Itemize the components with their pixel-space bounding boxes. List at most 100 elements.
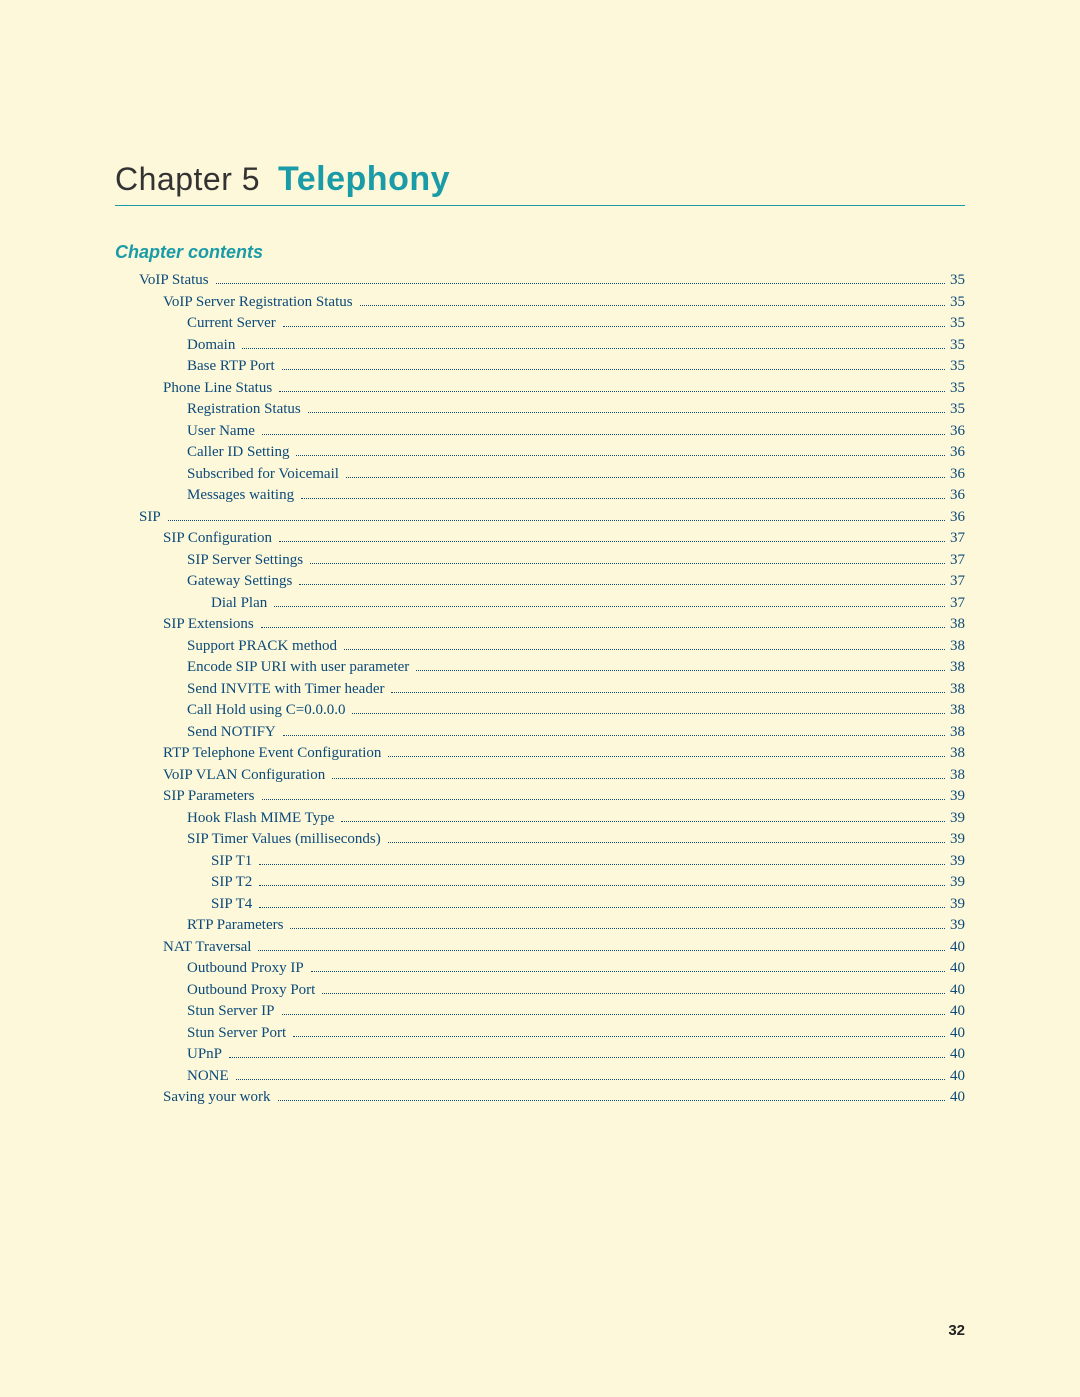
toc-leader-dots: [293, 1036, 945, 1037]
toc-label: Call Hold using C=0.0.0.0: [187, 703, 349, 718]
toc-label: Domain: [187, 338, 239, 353]
toc-leader-dots: [283, 326, 945, 327]
toc-label: User Name: [187, 424, 259, 439]
toc-page-number: 40: [948, 1026, 965, 1041]
toc-entry[interactable]: VoIP Server Registration Status 35: [163, 295, 965, 310]
toc-entry[interactable]: SIP Timer Values (milliseconds) 39: [187, 832, 965, 847]
toc-entry[interactable]: SIP Parameters 39: [163, 789, 965, 804]
toc-leader-dots: [216, 283, 945, 284]
toc-entry[interactable]: SIP T1 39: [211, 854, 965, 869]
toc-entry[interactable]: Send INVITE with Timer header 38: [187, 682, 965, 697]
toc-entry[interactable]: VoIP VLAN Configuration 38: [163, 768, 965, 783]
toc-page-number: 40: [948, 1004, 965, 1019]
toc-page-number: 35: [948, 338, 965, 353]
toc-label: Gateway Settings: [187, 574, 296, 589]
toc-page-number: 36: [948, 488, 965, 503]
toc-page-number: 39: [948, 832, 965, 847]
toc-label: Current Server: [187, 316, 280, 331]
toc-label: Outbound Proxy Port: [187, 983, 319, 998]
toc-page-number: 40: [948, 1069, 965, 1084]
toc-leader-dots: [308, 412, 945, 413]
toc-label: Phone Line Status: [163, 381, 276, 396]
page-number: 32: [948, 1322, 965, 1339]
toc-entry[interactable]: Messages waiting 36: [187, 488, 965, 503]
toc-label: Hook Flash MIME Type: [187, 811, 338, 826]
toc-entry[interactable]: Gateway Settings 37: [187, 574, 965, 589]
toc-leader-dots: [282, 1014, 946, 1015]
toc-label: RTP Telephone Event Configuration: [163, 746, 385, 761]
toc-leader-dots: [360, 305, 945, 306]
toc-entry[interactable]: Call Hold using C=0.0.0.0 38: [187, 703, 965, 718]
toc-page-number: 38: [948, 682, 965, 697]
chapter-header: Chapter 5 Telephony: [115, 160, 965, 206]
toc-entry[interactable]: NAT Traversal 40: [163, 940, 965, 955]
toc-page-number: 37: [948, 574, 965, 589]
toc-page-number: 35: [948, 359, 965, 374]
toc-page-number: 39: [948, 918, 965, 933]
toc-label: SIP T4: [211, 897, 256, 912]
toc-page-number: 36: [948, 510, 965, 525]
toc-entry[interactable]: Caller ID Setting 36: [187, 445, 965, 460]
toc-page-number: 38: [948, 660, 965, 675]
toc-leader-dots: [261, 627, 945, 628]
toc-entry[interactable]: UPnP 40: [187, 1047, 965, 1062]
toc-entry[interactable]: Outbound Proxy IP 40: [187, 961, 965, 976]
toc-entry[interactable]: Registration Status 35: [187, 402, 965, 417]
table-of-contents: VoIP Status 35 VoIP Server Registration S…: [115, 273, 965, 1105]
toc-entry[interactable]: User Name 36: [187, 424, 965, 439]
toc-label: UPnP: [187, 1047, 226, 1062]
toc-entry[interactable]: Outbound Proxy Port 40: [187, 983, 965, 998]
toc-label: Registration Status: [187, 402, 305, 417]
toc-entry[interactable]: SIP T2 39: [211, 875, 965, 890]
toc-page-number: 40: [948, 1090, 965, 1105]
toc-entry[interactable]: SIP Configuration 37: [163, 531, 965, 546]
toc-entry[interactable]: RTP Parameters 39: [187, 918, 965, 933]
toc-label: Stun Server Port: [187, 1026, 290, 1041]
toc-label: Saving your work: [163, 1090, 275, 1105]
toc-page-number: 38: [948, 617, 965, 632]
toc-entry[interactable]: Support PRACK method 38: [187, 639, 965, 654]
toc-leader-dots: [168, 520, 945, 521]
document-page: Chapter 5 Telephony Chapter contents VoI…: [0, 0, 1080, 1172]
toc-label: Outbound Proxy IP: [187, 961, 308, 976]
toc-entry[interactable]: Subscribed for Voicemail 36: [187, 467, 965, 482]
toc-page-number: 40: [948, 1047, 965, 1062]
toc-entry[interactable]: Domain 35: [187, 338, 965, 353]
toc-entry[interactable]: SIP 36: [139, 510, 965, 525]
toc-leader-dots: [301, 498, 945, 499]
toc-leader-dots: [236, 1079, 945, 1080]
toc-page-number: 35: [948, 273, 965, 288]
toc-entry[interactable]: Encode SIP URI with user parameter 38: [187, 660, 965, 675]
toc-leader-dots: [278, 1100, 946, 1101]
chapter-title: Telephony: [278, 160, 450, 199]
toc-leader-dots: [282, 369, 945, 370]
toc-entry[interactable]: Current Server 35: [187, 316, 965, 331]
toc-page-number: 39: [948, 854, 965, 869]
toc-page-number: 37: [948, 553, 965, 568]
toc-entry[interactable]: Dial Plan 37: [211, 596, 965, 611]
toc-label: Caller ID Setting: [187, 445, 293, 460]
toc-entry[interactable]: Saving your work 40: [163, 1090, 965, 1105]
toc-entry[interactable]: SIP T4 39: [211, 897, 965, 912]
toc-page-number: 39: [948, 789, 965, 804]
toc-entry[interactable]: VoIP Status 35: [139, 273, 965, 288]
toc-entry[interactable]: SIP Extensions 38: [163, 617, 965, 632]
toc-leader-dots: [346, 477, 945, 478]
toc-label: SIP Server Settings: [187, 553, 307, 568]
toc-leader-dots: [290, 928, 945, 929]
toc-page-number: 35: [948, 295, 965, 310]
toc-leader-dots: [259, 885, 945, 886]
toc-entry[interactable]: NONE 40: [187, 1069, 965, 1084]
toc-entry[interactable]: Stun Server IP 40: [187, 1004, 965, 1019]
toc-entry[interactable]: Hook Flash MIME Type 39: [187, 811, 965, 826]
toc-page-number: 35: [948, 381, 965, 396]
toc-entry[interactable]: Send NOTIFY 38: [187, 725, 965, 740]
toc-entry[interactable]: RTP Telephone Event Configuration 38: [163, 746, 965, 761]
toc-entry[interactable]: Base RTP Port 35: [187, 359, 965, 374]
toc-label: RTP Parameters: [187, 918, 287, 933]
toc-page-number: 38: [948, 746, 965, 761]
toc-entry[interactable]: Stun Server Port 40: [187, 1026, 965, 1041]
toc-entry[interactable]: SIP Server Settings 37: [187, 553, 965, 568]
toc-page-number: 36: [948, 445, 965, 460]
toc-entry[interactable]: Phone Line Status 35: [163, 381, 965, 396]
